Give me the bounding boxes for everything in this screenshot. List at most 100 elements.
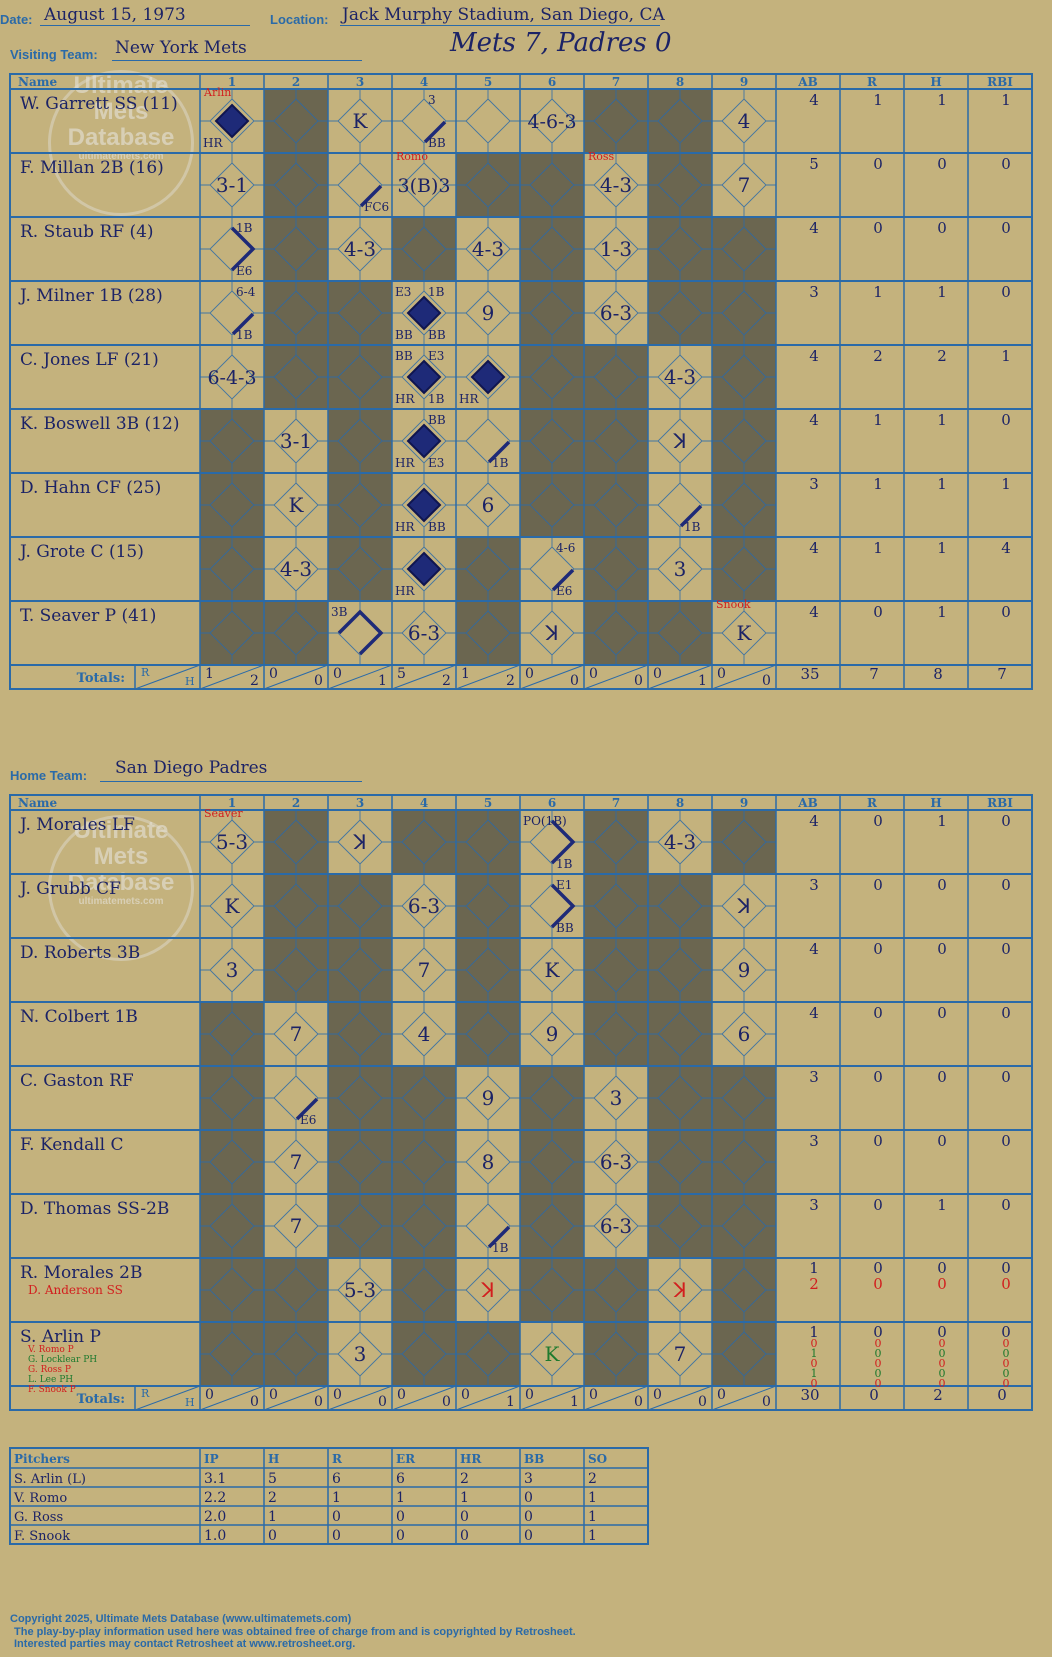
base-diamond: [264, 874, 328, 938]
play-result: K: [225, 894, 241, 918]
shaded-cell: [328, 1194, 392, 1258]
play-result: K: [289, 493, 305, 517]
base-diamond: [200, 537, 264, 601]
shaded-cell: [648, 153, 712, 217]
play-result: 6-3: [600, 1214, 632, 1238]
base-diamond: [264, 89, 328, 153]
base-diamond: [200, 89, 264, 153]
play-result: 3: [674, 557, 687, 581]
stat-header: RBI: [987, 75, 1013, 89]
base-diamond: [200, 473, 264, 537]
shaded-cell: [584, 1002, 648, 1066]
inning-hits: 0: [762, 673, 771, 689]
base-diamond: [264, 1002, 328, 1066]
shaded-cell: [584, 1322, 648, 1386]
base-diamond: [520, 345, 584, 409]
stat-value: 1: [811, 1367, 818, 1380]
stat-value: 4: [809, 812, 819, 830]
batter-name: R. Morales 2B: [20, 1263, 142, 1283]
substitute-name: D. Anderson SS: [28, 1283, 123, 1297]
base-diamond: [520, 473, 584, 537]
play-note: BB: [428, 136, 446, 150]
play-result: 6-4-3: [207, 367, 256, 389]
base-diamond: [200, 217, 264, 281]
totals-slash: [711, 1385, 777, 1411]
stat-value: 0: [1001, 155, 1011, 173]
base-diamond: [264, 1194, 328, 1258]
play-result: 6: [482, 493, 495, 517]
base-diamond: [520, 1194, 584, 1258]
stat-value: 0: [873, 1323, 883, 1341]
play-note: E6: [556, 584, 572, 598]
stat-value: 0: [1001, 219, 1011, 237]
play-note: E3: [428, 349, 444, 363]
shaded-cell: [712, 473, 776, 537]
inning-hits: 0: [634, 673, 643, 689]
pitching-stat: 0: [396, 1528, 405, 1544]
shaded-cell: [584, 89, 648, 153]
inning-header: 7: [612, 75, 620, 89]
totals-slash: [263, 1385, 329, 1411]
shaded-cell: [200, 1130, 264, 1194]
play-result: ꓘ: [352, 830, 366, 854]
inning-header: 3: [356, 796, 364, 810]
inning-runs: 0: [653, 666, 662, 682]
inning-runs: 0: [653, 1387, 662, 1403]
shaded-cell: [712, 281, 776, 345]
shaded-cell: [712, 1322, 776, 1386]
base-diamond: [520, 601, 584, 665]
stat-value: 0: [1001, 1068, 1011, 1086]
stat-value: 0: [873, 1196, 883, 1214]
base-diamond: [392, 1130, 456, 1194]
stat-value: 0: [873, 1004, 883, 1022]
base-diamond: [712, 810, 776, 874]
inning-hits: 0: [250, 1394, 259, 1410]
shaded-cell: [520, 153, 584, 217]
stat-value: 0: [937, 1323, 947, 1341]
play-note: BB: [395, 328, 413, 342]
base-diamond: [328, 537, 392, 601]
shaded-cell: [584, 1258, 648, 1322]
pitching-header: SO: [588, 1452, 607, 1466]
totals-slash: [455, 664, 521, 690]
base-diamond: [392, 537, 456, 601]
inning-hits: 0: [378, 1394, 387, 1410]
visiting-team-label: Visiting Team:: [10, 47, 98, 62]
totals-slash: [519, 1385, 585, 1411]
stat-value: 1: [937, 475, 947, 493]
stat-value: 0: [1003, 1357, 1010, 1370]
shaded-cell: [520, 409, 584, 473]
inning-header: 2: [292, 75, 300, 89]
stat-value: 1: [937, 1196, 947, 1214]
base-diamond: [648, 1130, 712, 1194]
play-result: 7: [290, 1214, 303, 1238]
batter-name: J. Grubb CF: [18, 879, 121, 899]
shaded-cell: [520, 1130, 584, 1194]
home-team-value: San Diego Padres: [115, 758, 268, 778]
stat-value: 0: [811, 1377, 818, 1390]
base-diamond: [456, 1194, 520, 1258]
pitching-stat: 2.2: [204, 1490, 226, 1506]
stat-value: 4: [809, 603, 819, 621]
base-diamond: [584, 1002, 648, 1066]
inning-hits: 0: [634, 1394, 643, 1410]
inning-hits: 1: [570, 1394, 579, 1410]
base-diamond: [328, 281, 392, 345]
inning-header: 4: [420, 75, 428, 89]
play-note: E6: [300, 1113, 316, 1127]
base-diamond: [456, 473, 520, 537]
shaded-cell: [392, 1066, 456, 1130]
play-result: 4-3: [344, 237, 376, 261]
base-diamond: [392, 1322, 456, 1386]
base-diamond: [264, 281, 328, 345]
stat-value: 0: [873, 155, 883, 173]
base-diamond: [584, 281, 648, 345]
pitching-header: IP: [204, 1452, 219, 1466]
shaded-cell: [520, 281, 584, 345]
batter-name: D. Hahn CF (25): [20, 478, 161, 498]
play-result: 7: [738, 173, 751, 197]
shaded-cell: [712, 810, 776, 874]
pitching-stat: 5: [268, 1471, 277, 1487]
play-result: 3: [354, 1342, 367, 1366]
